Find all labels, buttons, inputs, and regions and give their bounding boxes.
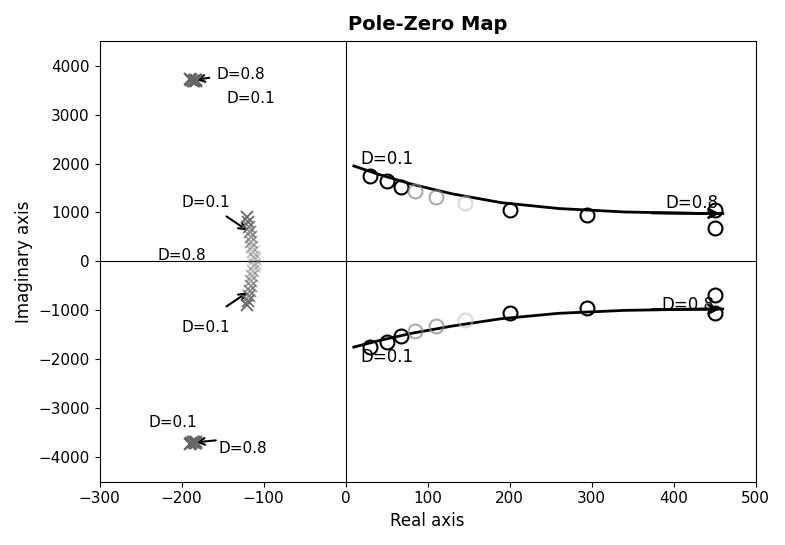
Text: D=0.1: D=0.1	[181, 195, 230, 210]
Text: D=0.8: D=0.8	[218, 441, 267, 456]
Text: D=0.8: D=0.8	[216, 67, 265, 82]
Y-axis label: Imaginary axis: Imaginary axis	[15, 200, 33, 323]
Text: D=0.1: D=0.1	[181, 320, 230, 335]
Text: D=0.8: D=0.8	[661, 296, 714, 314]
Text: D=0.8: D=0.8	[666, 193, 718, 211]
Title: Pole-Zero Map: Pole-Zero Map	[348, 15, 507, 34]
Text: D=0.1: D=0.1	[360, 348, 414, 366]
Text: D=0.1: D=0.1	[360, 150, 414, 168]
X-axis label: Real axis: Real axis	[390, 512, 465, 530]
Text: D=0.1: D=0.1	[149, 415, 198, 431]
Text: D=0.8: D=0.8	[157, 247, 206, 263]
Text: D=0.1: D=0.1	[227, 91, 276, 106]
